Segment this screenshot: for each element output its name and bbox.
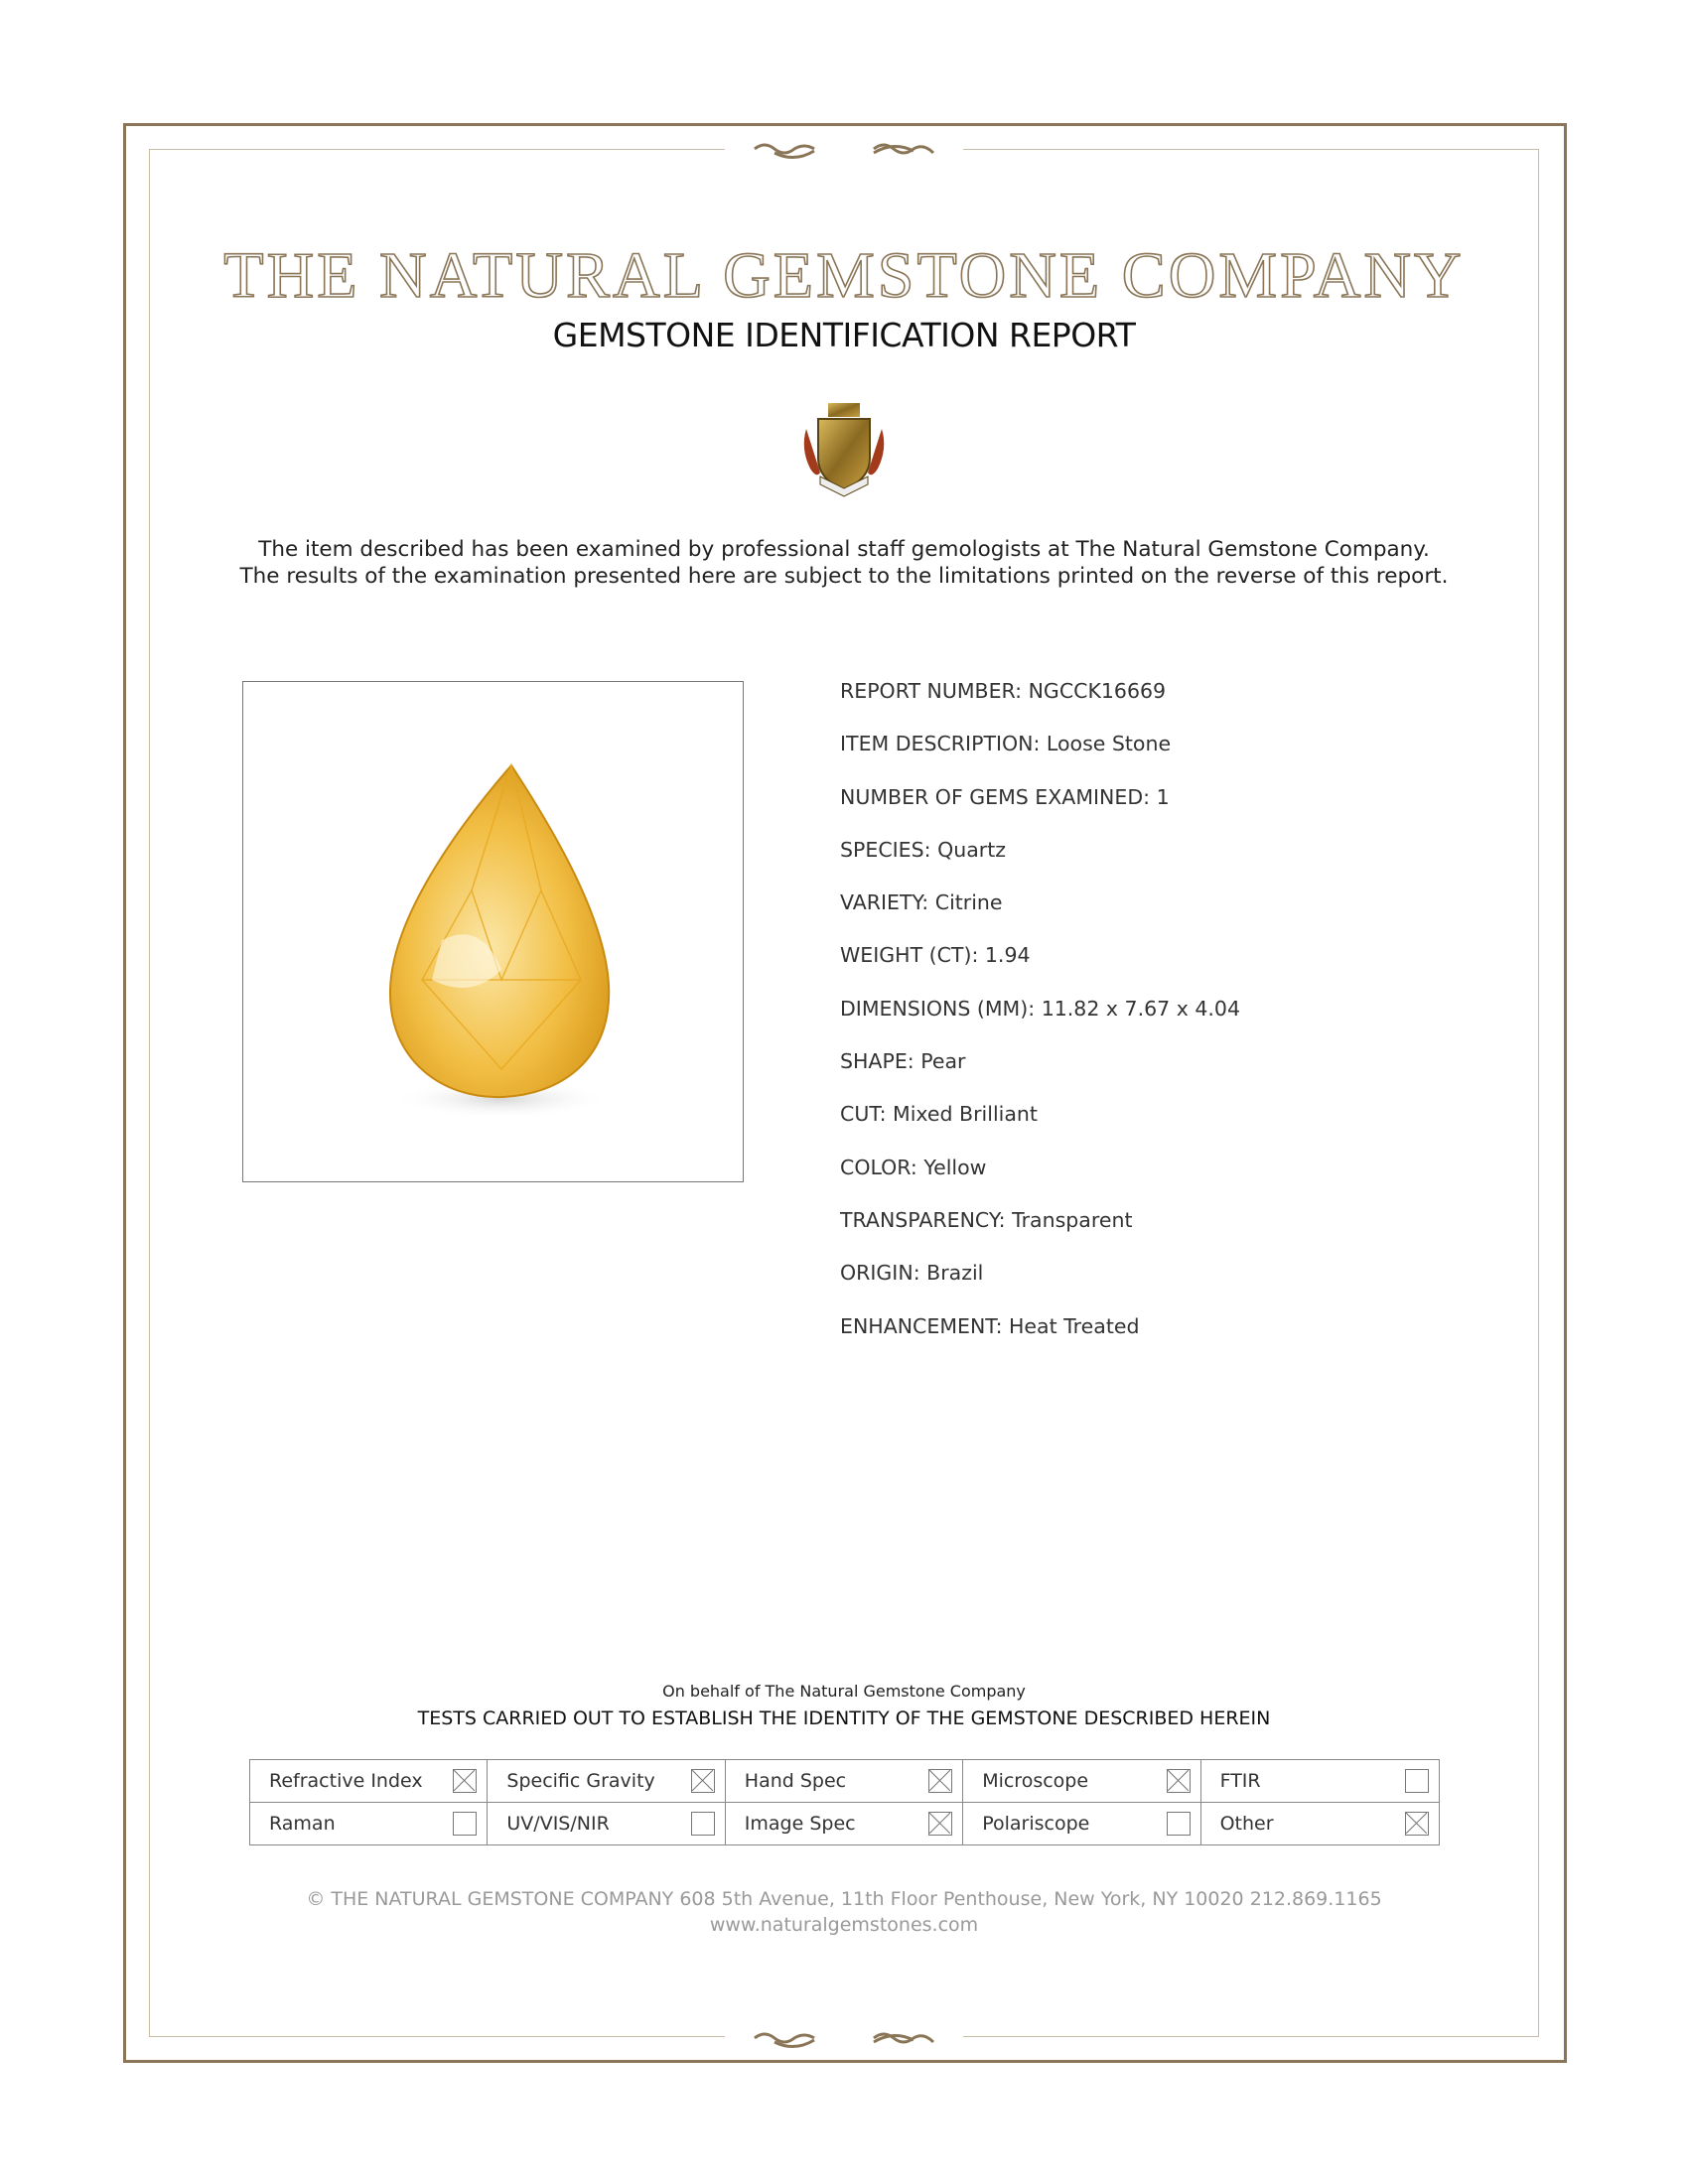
checked-box-icon: [1166, 1769, 1191, 1793]
test-label: Other: [1219, 1813, 1274, 1835]
unchecked-box-icon: [1166, 1812, 1191, 1836]
test-cell: Hand Spec: [725, 1760, 964, 1803]
test-label: Raman: [269, 1813, 336, 1835]
detail-color: COLOR: Yellow: [840, 1155, 987, 1179]
intro-text: The item described has been examined by …: [0, 536, 1688, 590]
test-cell: Specific Gravity: [488, 1760, 726, 1803]
checked-box-icon: [928, 1769, 953, 1793]
test-label: Specific Gravity: [506, 1770, 655, 1792]
test-label: UV/VIS/NIR: [506, 1813, 610, 1835]
detail-shape: SHAPE: Pear: [840, 1049, 966, 1074]
test-label: Polariscope: [982, 1813, 1090, 1835]
company-crest-logo: [803, 403, 885, 497]
test-cell: FTIR: [1200, 1760, 1439, 1803]
detail-report-number: REPORT NUMBER: NGCCK16669: [840, 679, 1167, 703]
test-cell: UV/VIS/NIR: [488, 1803, 726, 1844]
tests-table: Refractive Index Specific Gravity Hand Spe…: [249, 1759, 1440, 1845]
detail-enhancement: ENHANCEMENT: Heat Treated: [840, 1313, 1140, 1338]
test-cell: Raman: [250, 1803, 489, 1844]
test-cell: Microscope: [963, 1760, 1201, 1803]
checked-box-icon: [690, 1769, 715, 1793]
report-title: GEMSTONE IDENTIFICATION REPORT: [552, 316, 1136, 354]
detail-item-description: ITEM DESCRIPTION: Loose Stone: [840, 732, 1172, 756]
gemstone-photo: [242, 681, 744, 1182]
citrine-pear-gem-image: [388, 762, 611, 1119]
top-ornament-icon: [725, 129, 963, 169]
intro-line-1: The item described has been examined by …: [258, 537, 1430, 562]
test-cell: Refractive Index: [250, 1760, 489, 1803]
detail-origin: ORIGIN: Brazil: [840, 1261, 984, 1286]
test-label: Refractive Index: [269, 1770, 423, 1792]
test-cell: Image Spec: [726, 1803, 964, 1844]
bottom-ornament-icon: [725, 2018, 963, 2058]
company-name: THE NATURAL GEMSTONE COMPANY: [222, 238, 1465, 313]
detail-cut: CUT: Mixed Brilliant: [840, 1102, 1038, 1127]
unchecked-box-icon: [690, 1812, 715, 1836]
test-cell: Polariscope: [963, 1803, 1201, 1844]
unchecked-box-icon: [453, 1812, 478, 1836]
detail-species: SPECIES: Quartz: [840, 837, 1007, 862]
checked-box-icon: [453, 1769, 478, 1793]
test-cell: Other: [1201, 1803, 1439, 1844]
checked-box-icon: [928, 1812, 953, 1836]
detail-variety: VARIETY: Citrine: [840, 890, 1003, 915]
test-label: Image Spec: [744, 1813, 856, 1835]
gem-details-list: REPORT NUMBER: NGCCK16669 ITEM DESCRIPTI…: [840, 677, 1240, 1365]
tests-heading: TESTS CARRIED OUT TO ESTABLISH THE IDENT…: [417, 1707, 1271, 1729]
test-label: Microscope: [982, 1770, 1089, 1792]
outer-border: [123, 123, 1567, 2063]
detail-dimensions: DIMENSIONS (MM): 11.82 x 7.67 x 4.04: [840, 996, 1240, 1021]
detail-weight: WEIGHT (CT): 1.94: [840, 943, 1031, 968]
footer-website: www.naturalgemstones.com: [709, 1914, 979, 1936]
test-label: FTIR: [1219, 1770, 1261, 1792]
checked-box-icon: [1404, 1812, 1429, 1836]
unchecked-box-icon: [1404, 1769, 1429, 1793]
footer-address: © THE NATURAL GEMSTONE COMPANY 608 5th A…: [306, 1888, 1382, 1910]
on-behalf-text: On behalf of The Natural Gemstone Compan…: [662, 1682, 1026, 1701]
detail-transparency: TRANSPARENCY: Transparent: [840, 1207, 1133, 1232]
detail-number-of-gems: NUMBER OF GEMS EXAMINED: 1: [840, 784, 1170, 809]
intro-line-2: The results of the examination presented…: [239, 564, 1449, 589]
test-label: Hand Spec: [744, 1770, 847, 1792]
